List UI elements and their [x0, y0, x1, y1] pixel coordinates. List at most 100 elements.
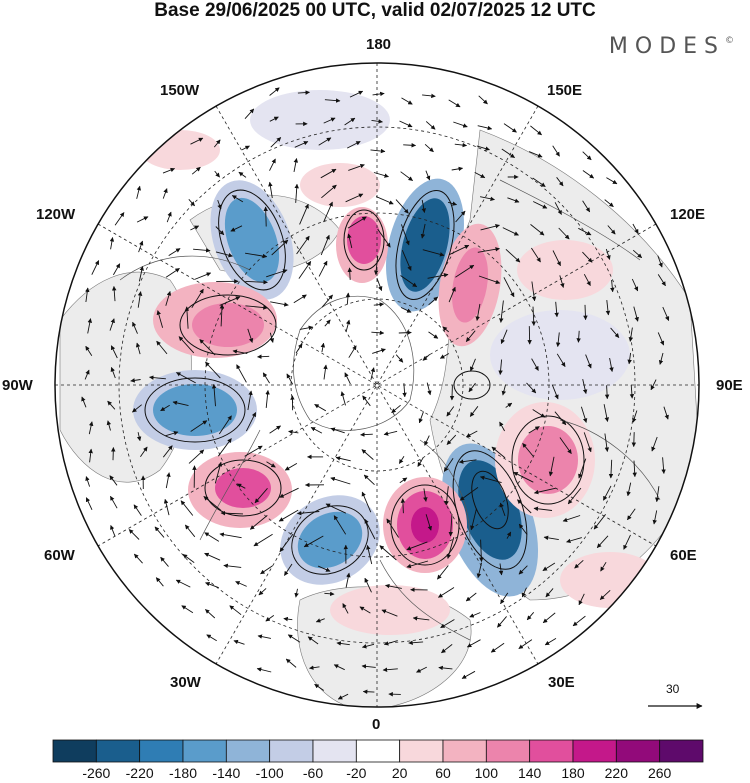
wind-vector-arrow	[583, 273, 591, 286]
wind-vector-arrow	[359, 606, 371, 614]
wind-vector-arrow	[610, 327, 620, 338]
wind-vector-arrow	[285, 658, 297, 668]
wind-vector-arrow	[330, 427, 345, 434]
wind-vector-arrow	[531, 306, 536, 326]
wind-vector-arrow	[260, 565, 273, 575]
wind-vector-arrow	[344, 117, 356, 126]
wind-vector-arrow	[81, 396, 87, 408]
reference-vector-label: 30	[666, 682, 680, 696]
wind-vector-arrow	[162, 445, 173, 458]
wind-vector-arrow	[347, 267, 352, 280]
wind-vector-arrow	[600, 561, 607, 572]
wind-vector-arrow	[605, 300, 611, 316]
wind-vector-arrow	[479, 539, 484, 563]
wind-vector-arrow	[402, 383, 407, 398]
wind-vector-arrow	[345, 292, 351, 305]
wind-vector-arrow	[324, 591, 335, 597]
wind-vector-arrow	[362, 689, 375, 694]
anomaly-high-area	[140, 130, 220, 170]
wind-vector-arrow	[528, 151, 543, 158]
wind-vector-arrow	[425, 121, 436, 130]
anomaly-low-core	[153, 384, 237, 436]
wind-vector-arrow	[348, 345, 357, 358]
wind-vector-arrow	[190, 137, 204, 145]
colorbar	[52, 739, 704, 763]
wind-vector-arrow	[531, 358, 539, 371]
colorbar-swatch	[659, 739, 704, 763]
wind-vector-arrow	[340, 391, 346, 406]
wind-vector-arrow	[160, 556, 169, 567]
wind-vector-arrow	[477, 125, 493, 131]
wind-vector-arrow	[657, 274, 666, 287]
wind-vector-arrow	[603, 404, 610, 422]
wind-vector-arrow	[499, 502, 506, 517]
wind-vector-arrow	[233, 639, 245, 645]
wind-vector-arrow	[166, 211, 172, 223]
wind-vector-arrow	[416, 666, 428, 673]
wind-vector-arrow	[631, 432, 637, 448]
wind-vector-arrow	[606, 177, 618, 185]
wind-vector-arrow	[604, 199, 614, 208]
wind-vector-arrow	[593, 514, 606, 530]
wind-vector-arrow	[361, 643, 375, 649]
wind-vector-arrow	[441, 644, 453, 654]
wind-vector-arrow	[469, 406, 479, 417]
wind-vector-arrow	[114, 212, 125, 226]
wind-vector-arrow	[632, 460, 637, 478]
wind-vector-arrow	[162, 167, 176, 174]
wind-vector-arrow	[175, 579, 191, 588]
wind-vector-arrow	[605, 248, 611, 260]
wind-vector-arrow	[554, 202, 562, 215]
wind-vector-arrow	[403, 143, 417, 148]
wind-vector-arrow	[582, 170, 595, 179]
wind-vector-arrow	[542, 612, 556, 624]
wind-vector-arrow	[468, 382, 476, 393]
wind-vector-arrow	[370, 148, 386, 154]
wind-vector-arrow	[650, 379, 657, 391]
wind-vector-arrow	[236, 483, 246, 489]
wind-vector-arrow	[383, 430, 398, 436]
wind-vector-arrow	[652, 510, 658, 525]
wind-vector-arrow	[229, 605, 242, 616]
wind-vector-arrow	[444, 486, 449, 506]
wind-vector-arrow	[318, 260, 328, 277]
wind-vector-arrow	[330, 476, 351, 485]
wind-vector-arrow	[320, 342, 326, 353]
wind-vector-arrow	[451, 166, 464, 172]
wind-vector-arrow	[297, 90, 310, 95]
wind-vector-arrow	[87, 318, 93, 334]
wind-vector-arrow	[323, 364, 328, 380]
wind-vector-arrow	[372, 348, 386, 354]
wind-vector-arrow	[476, 145, 490, 151]
wind-vector-arrow	[533, 201, 548, 209]
wind-vector-arrow	[498, 563, 504, 576]
colorbar-tick-label: -260	[82, 765, 111, 781]
wind-vector-arrow	[631, 278, 639, 292]
wind-vector-arrow	[333, 515, 347, 535]
wind-vector-arrow	[85, 476, 91, 487]
wind-vector-arrow	[657, 332, 665, 346]
wind-vector-arrow	[522, 443, 534, 457]
wind-vector-arrow	[379, 545, 397, 561]
wind-vector-arrow	[137, 291, 143, 308]
wind-vector-arrow	[576, 330, 581, 343]
wind-vector-arrow	[162, 188, 168, 199]
wind-vector-arrow	[530, 125, 542, 136]
wind-vector-arrow	[205, 582, 219, 589]
wind-vector-arrow	[503, 277, 515, 298]
wind-vector-arrow	[442, 326, 449, 333]
wind-vector-arrow	[270, 137, 282, 148]
anomaly-high-core	[518, 426, 578, 494]
wind-vector-arrow	[191, 288, 204, 309]
colorbar-swatch	[312, 739, 357, 763]
wind-vector-arrow	[213, 139, 221, 148]
wind-vector-arrow	[88, 421, 94, 435]
wind-vector-arrow	[406, 560, 429, 569]
wind-vector-arrow	[241, 145, 250, 151]
wind-vector-arrow	[455, 210, 466, 223]
wind-vector-arrow	[347, 233, 353, 249]
wind-vector-arrow	[417, 457, 424, 467]
wind-vector-arrow	[128, 529, 140, 540]
wind-vector-arrow	[204, 552, 221, 561]
wind-vector-arrow	[204, 532, 220, 542]
